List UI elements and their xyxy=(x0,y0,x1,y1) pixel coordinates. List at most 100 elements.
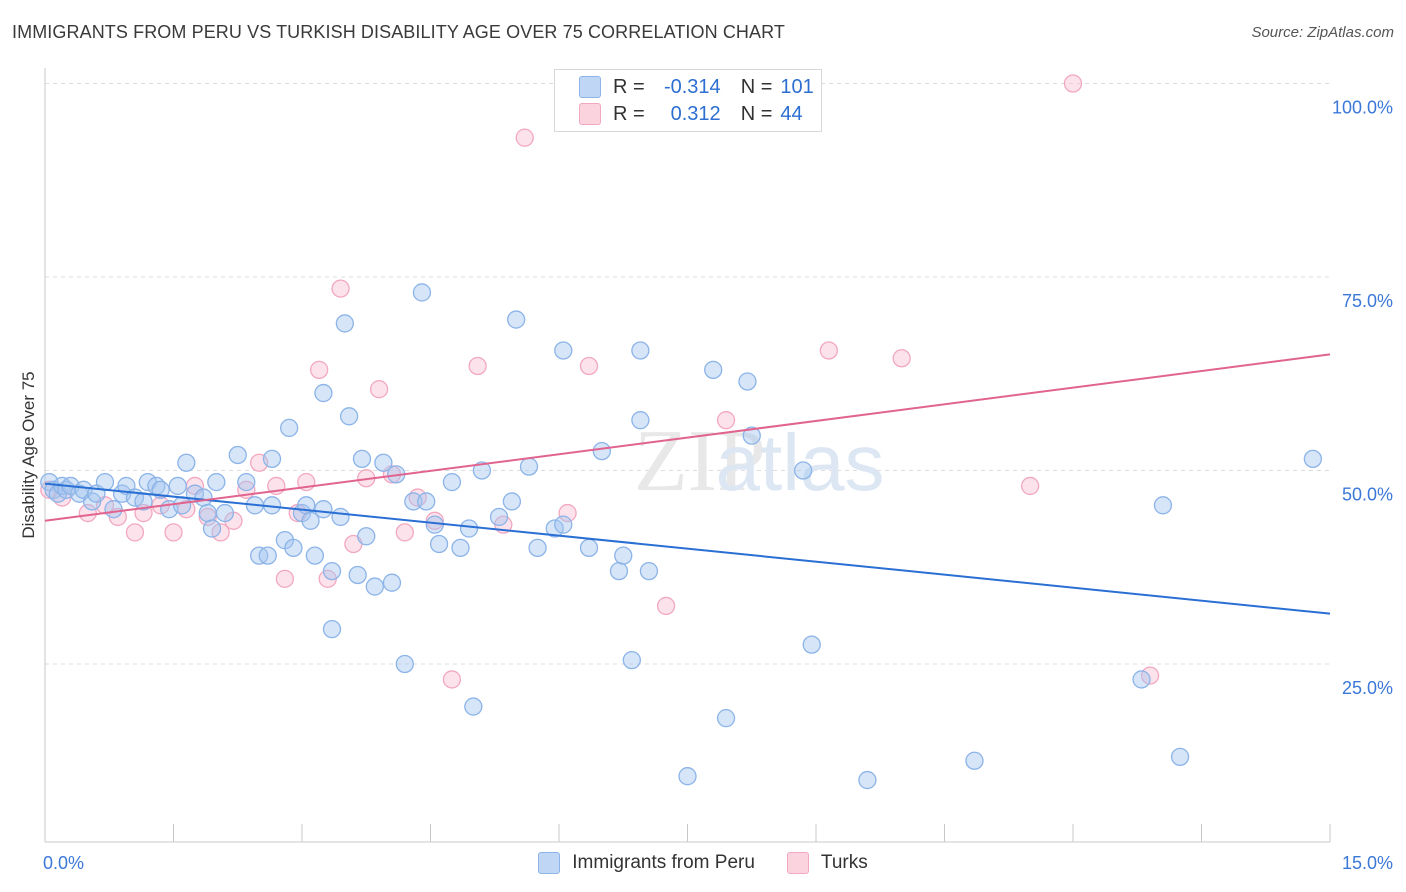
data-point-turks xyxy=(579,356,599,376)
trend-line-peru xyxy=(44,482,1331,615)
data-point-peru xyxy=(202,519,222,538)
data-point-peru xyxy=(742,426,761,445)
legend-swatch-turks xyxy=(579,103,601,125)
legend-n-value: 44 xyxy=(780,102,803,125)
data-point-peru xyxy=(459,519,479,538)
correlation-legend: R = -0.314 N = 101 R = 0.312 N = 44 xyxy=(554,69,822,132)
data-point-peru xyxy=(716,709,736,728)
data-point-turks xyxy=(1021,476,1040,496)
data-point-peru xyxy=(177,453,196,472)
data-point-peru xyxy=(1153,496,1173,515)
legend-r-label: R = xyxy=(613,75,645,98)
data-point-turks xyxy=(125,523,145,542)
data-point-turks xyxy=(275,569,295,588)
series-label-peru: Immigrants from Peru xyxy=(572,852,755,873)
legend-r-label: R = xyxy=(613,102,645,125)
legend-n-value: 101 xyxy=(780,75,814,98)
data-point-peru xyxy=(802,635,821,654)
data-point-peru xyxy=(678,767,697,786)
series-legend: Immigrants from Peru Turks xyxy=(0,852,1406,874)
data-point-turks xyxy=(819,341,838,360)
legend-r-value: 0.312 xyxy=(670,102,721,125)
data-point-turks xyxy=(395,523,414,542)
data-point-turks xyxy=(716,411,736,430)
data-point-peru xyxy=(322,561,342,581)
data-point-peru xyxy=(519,457,539,476)
data-point-peru xyxy=(507,310,526,329)
series-swatch-turks xyxy=(786,852,809,874)
data-point-peru xyxy=(335,314,354,333)
series-legend-peru[interactable]: Immigrants from Peru xyxy=(538,852,755,874)
data-point-peru xyxy=(348,565,367,585)
data-point-turks xyxy=(309,360,329,380)
data-point-peru xyxy=(639,561,659,581)
watermark-zip: ZIP xyxy=(634,413,766,510)
data-point-peru xyxy=(237,472,256,492)
data-point-turks xyxy=(331,279,350,298)
data-point-peru xyxy=(331,507,350,527)
grid-lines xyxy=(45,82,1330,665)
axes xyxy=(44,68,1331,843)
data-point-peru xyxy=(198,503,217,523)
y-tick-label: 50.0% xyxy=(1342,484,1393,504)
data-point-peru xyxy=(738,372,757,391)
data-point-peru xyxy=(352,449,372,469)
legend-n-label: N = xyxy=(740,75,773,98)
axis-labels: 25.0% 50.0% 75.0% 100.0% 0.0% 15.0% Disability… xyxy=(19,97,1393,873)
data-point-peru xyxy=(1303,449,1323,469)
y-tick-label: 100.0% xyxy=(1332,97,1393,117)
data-point-peru xyxy=(609,561,629,581)
x-tick-label: 15.0% xyxy=(1342,853,1393,873)
legend-swatch-peru xyxy=(579,76,601,98)
data-point-peru xyxy=(631,411,650,430)
legend-row-peru: R = -0.314 N = 101 xyxy=(579,74,814,100)
data-point-peru xyxy=(314,500,333,519)
data-point-peru xyxy=(262,449,282,469)
data-point-peru xyxy=(301,511,320,530)
data-point-peru xyxy=(395,654,414,674)
data-point-peru xyxy=(322,620,342,639)
data-point-peru xyxy=(592,441,611,461)
legend-n-label: N = xyxy=(740,102,773,125)
data-point-peru xyxy=(528,538,547,558)
series-swatch-peru xyxy=(538,852,561,874)
data-point-peru xyxy=(704,360,723,380)
data-point-peru xyxy=(442,472,462,492)
data-point-peru xyxy=(554,341,573,360)
data-point-turks xyxy=(198,507,217,527)
series-legend-turks[interactable]: Turks xyxy=(786,852,868,874)
data-point-turks xyxy=(558,503,577,523)
chart-title: IMMIGRANTS FROM PERU VS TURKISH DISABILI… xyxy=(12,22,786,42)
data-point-turks xyxy=(78,503,97,523)
data-point-turks xyxy=(1063,74,1083,93)
data-point-peru xyxy=(194,488,213,507)
source-label: Source: ZipAtlas.com xyxy=(1251,24,1394,41)
data-point-peru xyxy=(104,500,123,519)
data-point-peru xyxy=(305,546,325,565)
data-point-peru xyxy=(365,577,384,596)
data-point-peru xyxy=(314,383,333,403)
data-point-peru xyxy=(472,461,492,480)
x-tick-label: 0.0% xyxy=(43,853,84,873)
y-tick-label: 75.0% xyxy=(1342,291,1393,311)
data-point-peru xyxy=(207,472,226,492)
data-point-peru xyxy=(284,538,303,558)
data-point-peru xyxy=(404,492,423,511)
data-point-peru xyxy=(258,546,277,565)
points-peru xyxy=(40,283,1323,790)
data-point-peru xyxy=(382,573,402,592)
data-point-turks xyxy=(468,356,487,376)
data-point-peru xyxy=(965,751,984,770)
data-point-peru xyxy=(1132,670,1151,689)
data-point-peru xyxy=(95,472,115,492)
data-point-peru xyxy=(794,461,813,480)
y-axis-label: Disability Age Over 75 xyxy=(19,371,38,538)
data-point-turks xyxy=(211,523,230,542)
data-point-peru xyxy=(168,476,187,496)
data-point-peru xyxy=(412,283,432,302)
data-point-turks xyxy=(164,523,183,542)
data-point-turks xyxy=(656,596,676,616)
legend-r-value: -0.314 xyxy=(663,75,721,98)
data-point-peru xyxy=(464,697,483,716)
